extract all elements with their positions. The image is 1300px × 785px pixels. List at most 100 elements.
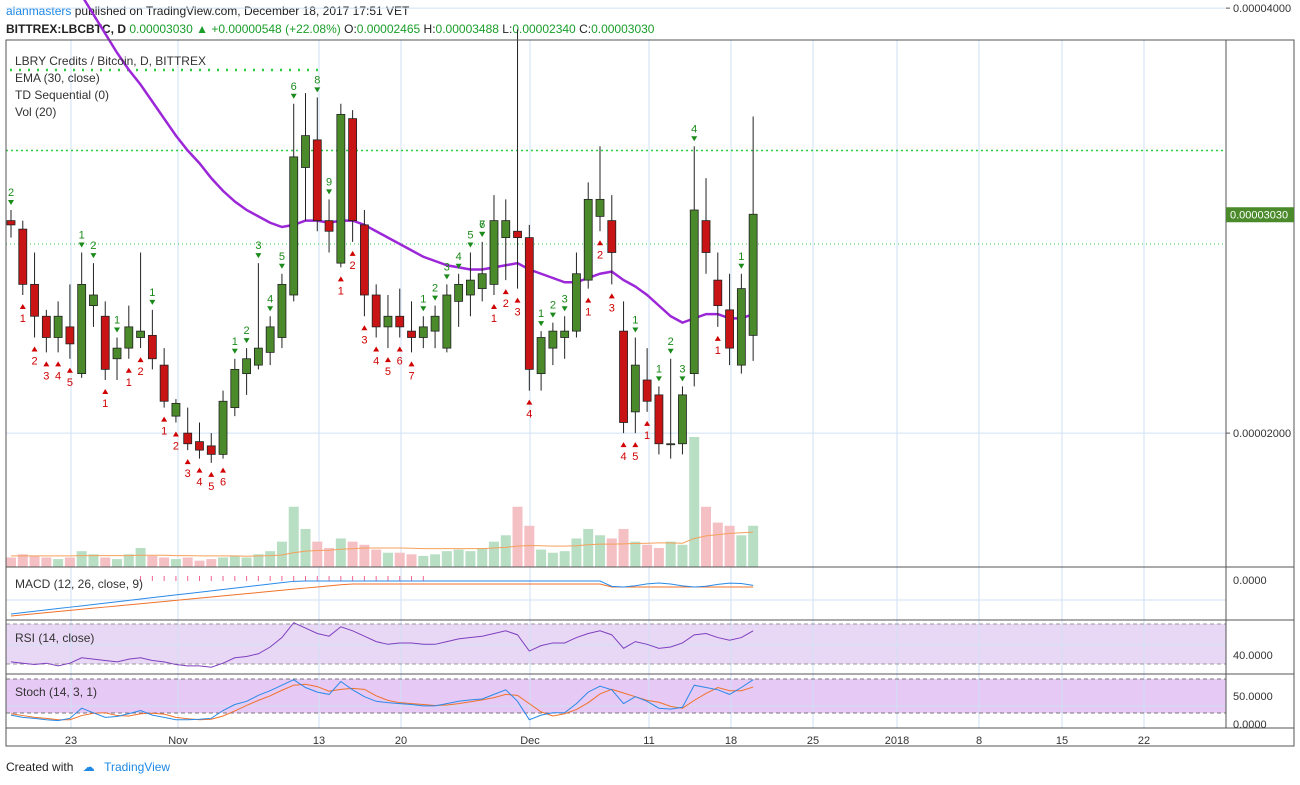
td-buy-count: 5 — [385, 366, 391, 378]
candle-body — [147, 334, 157, 360]
candle — [348, 110, 358, 242]
td-sell-count: 5 — [467, 230, 473, 242]
stoch-d-line — [10, 683, 754, 721]
candle — [159, 348, 169, 408]
volume-bar — [571, 538, 582, 567]
candle — [218, 390, 228, 459]
td-sell-count: 4 — [267, 293, 273, 305]
legend-td: TD Sequential (0) — [15, 88, 109, 102]
candle — [371, 284, 381, 338]
td-sell-count: 4 — [691, 123, 697, 135]
td-sell-count: 5 — [279, 251, 285, 263]
candle — [736, 273, 746, 374]
volume-bar — [618, 528, 629, 567]
td-buy-count: 4 — [620, 451, 626, 463]
td-sell-count: 8 — [314, 74, 320, 86]
td-buy-arrow — [632, 442, 639, 448]
candle — [701, 178, 711, 274]
legend-ema: EMA (30, close) — [15, 71, 100, 85]
macd-signal-line — [10, 583, 754, 617]
td-buy-arrow — [196, 467, 203, 473]
volume-bar — [53, 559, 64, 567]
candle — [277, 273, 287, 349]
volume-bar — [630, 541, 641, 567]
td-buy-count: 4 — [373, 356, 379, 368]
td-buy-arrow — [102, 389, 109, 394]
candle-body — [348, 118, 358, 222]
volume-bar — [712, 522, 723, 567]
volume-bar — [453, 549, 464, 567]
candle-body — [595, 198, 605, 217]
candle — [536, 331, 546, 391]
td-sell-count: 1 — [232, 336, 238, 348]
x-tick-label: 11 — [643, 735, 654, 747]
td-sell-count: 3 — [562, 293, 568, 305]
candle-body — [489, 220, 499, 285]
stoch-tick-label: 0.0000 — [1233, 719, 1267, 731]
tradingview-link[interactable]: TradingView — [104, 760, 171, 774]
td-sell-arrow — [667, 348, 674, 354]
td-buy-arrow — [608, 293, 615, 299]
macd-line — [10, 580, 754, 615]
candle — [689, 146, 699, 387]
td-sell-count: 3 — [679, 363, 685, 375]
candle-body — [548, 330, 558, 349]
volume-bar — [559, 551, 570, 567]
candle-body — [171, 402, 181, 417]
x-tick-label: 22 — [1138, 735, 1150, 747]
volume-bar — [88, 554, 99, 567]
legend-stoch: Stoch (14, 3, 1) — [15, 685, 97, 699]
td-sell-arrow — [691, 136, 698, 142]
volume-bar — [41, 557, 52, 567]
volume-bar — [465, 551, 476, 567]
candle-body — [18, 228, 28, 285]
candle-body — [572, 273, 581, 332]
candle — [206, 433, 216, 463]
td-buy-count: 3 — [43, 370, 49, 382]
candle — [124, 305, 134, 359]
candle — [136, 252, 145, 349]
candle-body — [324, 220, 334, 232]
volume-bar — [606, 538, 617, 567]
td-buy-arrow — [184, 459, 191, 465]
x-tick-label: 8 — [976, 735, 982, 747]
last-price: 0.00003030 — [129, 22, 193, 36]
close-label: C: — [579, 22, 592, 36]
volume-bar — [748, 525, 759, 567]
x-tick-label: 15 — [1056, 735, 1068, 747]
volume-bar — [335, 538, 346, 567]
candle — [583, 182, 593, 289]
td-sell-arrow — [479, 231, 486, 237]
volume-bar — [206, 559, 217, 567]
candle-body — [289, 156, 299, 296]
volume-ma-line — [11, 531, 754, 557]
x-tick-label: 2018 — [885, 735, 909, 747]
volume-bar — [665, 541, 676, 567]
author-link[interactable]: alanmasters — [6, 4, 72, 18]
td-buy-arrow — [502, 289, 509, 295]
td-buy-count: 1 — [338, 285, 344, 297]
td-sell-arrow — [243, 338, 250, 344]
td-sell-count: 1 — [79, 230, 85, 242]
volume-bar — [394, 552, 405, 567]
td-sell-arrow — [114, 327, 121, 333]
volume-bar — [135, 547, 146, 567]
td-buy-arrow — [384, 357, 391, 363]
td-sell-count: 2 — [90, 240, 96, 252]
x-tick-label: 13 — [313, 735, 325, 747]
td-buy-arrow — [55, 361, 62, 367]
candle-body — [183, 432, 193, 445]
macd-tick-label: 0.0000 — [1233, 575, 1267, 587]
td-sell-arrow — [420, 306, 427, 312]
published-text: published on TradingView.com, December 1… — [74, 4, 410, 18]
candle-body — [713, 279, 723, 307]
candle — [430, 305, 440, 349]
legend-macd: MACD (12, 26, close, 9) — [15, 577, 143, 591]
td-sell-arrow — [278, 263, 285, 269]
volume-bar — [430, 554, 441, 567]
td-buy-arrow — [43, 361, 50, 367]
footer: Created with ☁ TradingView — [6, 760, 170, 774]
td-buy-arrow — [137, 357, 144, 363]
volume-bar — [288, 506, 299, 567]
